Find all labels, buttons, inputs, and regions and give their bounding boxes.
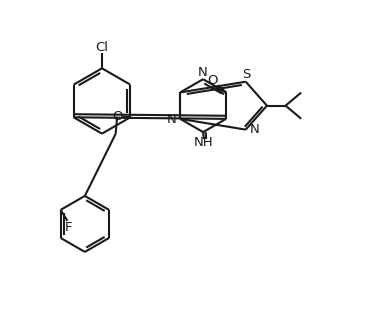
Text: N: N [167,113,176,126]
Text: O: O [112,110,122,123]
Text: F: F [64,221,72,234]
Text: Cl: Cl [96,41,109,54]
Text: N: N [198,66,208,79]
Text: N: N [250,123,260,136]
Text: O: O [208,74,218,87]
Text: S: S [242,68,251,81]
Text: NH: NH [194,136,214,149]
